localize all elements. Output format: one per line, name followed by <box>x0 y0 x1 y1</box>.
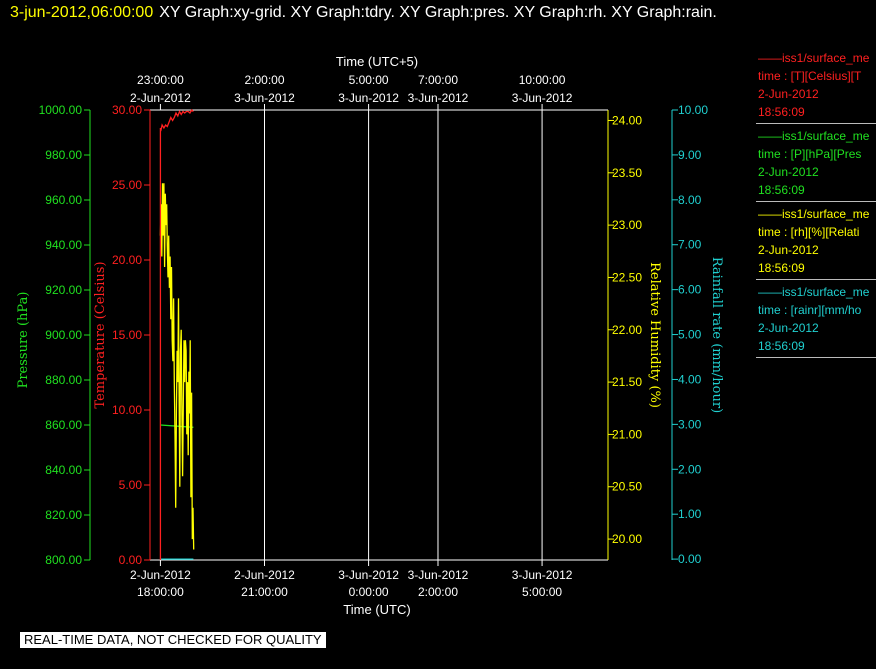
rain-tick-label: 4.00 <box>678 372 702 386</box>
rain-tick-label: 1.00 <box>678 507 702 521</box>
x-axis-label-top: Time (UTC+5) <box>336 54 418 69</box>
tdry-tick-label: 5.00 <box>119 478 143 492</box>
legend-entry-name: ——iss1/surface_me <box>758 285 870 299</box>
legend-entry-desc: time : [T][Celsius][T <box>758 69 862 83</box>
pres-tick-label: 1000.00 <box>39 103 83 117</box>
page-title-datetime: 3-jun-2012,06:00:00 <box>10 4 154 21</box>
x-tick-label-top-date: 2-Jun-2012 <box>130 91 191 105</box>
pres-tick-label: 860.00 <box>45 418 82 432</box>
rh-tick-label: 21.00 <box>612 427 642 441</box>
x-tick-label-date: 3-Jun-2012 <box>338 568 399 582</box>
x-tick-label-top-date: 3-Jun-2012 <box>234 91 295 105</box>
legend-entry-desc: time : [rh][%][Relati <box>758 225 860 239</box>
quality-disclaimer: REAL-TIME DATA, NOT CHECKED FOR QUALITY <box>20 632 326 648</box>
tdry-tick-label: 20.00 <box>112 253 142 267</box>
rain-tick-label: 2.00 <box>678 462 702 476</box>
x-tick-label-top-time: 5:00:00 <box>349 73 389 87</box>
legend-entry-date: 2-Jun-2012 <box>758 165 819 179</box>
legend-entry-name: ——iss1/surface_me <box>758 51 870 65</box>
rh-axis-title: Relative Humidity (%) <box>647 262 662 408</box>
legend-entry-desc: time : [rainr][mm/ho <box>758 303 862 317</box>
x-tick-label-time: 0:00:00 <box>349 585 389 599</box>
page-title-graphs: XY Graph:xy-grid. XY Graph:tdry. XY Grap… <box>159 4 717 21</box>
tdry-series-line <box>159 109 194 132</box>
tdry-tick-label: 30.00 <box>112 103 142 117</box>
legend: ——iss1/surface_me time : [T][Celsius][T … <box>756 46 876 358</box>
time-axes: 2-Jun-2012 18:00:00 2-Jun-2012 21:00:00 3-Ju… <box>130 54 573 617</box>
legend-entry-tdry[interactable]: ——iss1/surface_me time : [T][Celsius][T … <box>756 46 876 124</box>
rain-tick-label: 9.00 <box>678 148 702 162</box>
pres-tick-label: 800.00 <box>45 553 82 567</box>
pres-tick-label: 920.00 <box>45 283 82 297</box>
x-tick-label-date: 2-Jun-2012 <box>234 568 295 582</box>
x-tick-label-top-date: 3-Jun-2012 <box>408 91 469 105</box>
legend-entry-time: 18:56:09 <box>758 261 805 275</box>
plot-frame <box>150 109 608 561</box>
rain-tick-label: 5.00 <box>678 328 702 342</box>
rh-tick-label: 21.50 <box>612 375 642 389</box>
legend-entry-time: 18:56:09 <box>758 105 805 119</box>
x-tick-label-time: 21:00:00 <box>241 585 288 599</box>
gridlines <box>264 110 543 560</box>
right-axes: 20.00 20.50 21.00 21.50 22.00 22.50 23.00 23.50… <box>607 103 724 566</box>
tdry-tick-label: 0.00 <box>119 553 143 567</box>
legend-entry-time: 18:56:09 <box>758 183 805 197</box>
legend-entry-rain[interactable]: ——iss1/surface_me time : [rainr][mm/ho 2… <box>756 280 876 358</box>
x-tick-label-top-date: 3-Jun-2012 <box>338 91 399 105</box>
rh-series-line <box>159 183 195 550</box>
rain-tick-label: 6.00 <box>678 283 702 297</box>
left-axes: 800.00 820.00 840.00 860.00 880.00 900.00 920.… <box>16 103 151 567</box>
legend-entry-date: 2-Jun-2012 <box>758 321 819 335</box>
rain-tick-label: 0.00 <box>678 552 702 566</box>
rain-tick-label: 10.00 <box>678 103 708 117</box>
pres-tick-label: 820.00 <box>45 508 82 522</box>
x-tick-label-top-time: 2:00:00 <box>244 73 284 87</box>
legend-entry-rh[interactable]: ——iss1/surface_me time : [rh][%][Relati … <box>756 202 876 280</box>
pres-tick-label: 880.00 <box>45 373 82 387</box>
x-tick-label-date: 2-Jun-2012 <box>130 568 191 582</box>
pres-tick-label: 900.00 <box>45 328 82 342</box>
legend-entry-name: ——iss1/surface_me <box>758 207 870 221</box>
rh-tick-label: 23.00 <box>612 218 642 232</box>
tdry-tick-label: 25.00 <box>112 178 142 192</box>
x-tick-label-date: 3-Jun-2012 <box>408 568 469 582</box>
tdry-axis-title: Temperature (Celsius) <box>93 261 108 408</box>
series-layer <box>159 109 195 560</box>
rh-tick-label: 24.00 <box>612 113 642 127</box>
pres-tick-label: 940.00 <box>45 238 82 252</box>
pres-tick-label: 980.00 <box>45 148 82 162</box>
page-title: 3-jun-2012,06:00:00 XY Graph:xy-grid. XY … <box>10 4 717 22</box>
legend-entry-date: 2-Jun-2012 <box>758 243 819 257</box>
rain-axis-title: Rainfall rate (mm/hour) <box>709 257 724 413</box>
legend-entry-desc: time : [P][hPa][Pres <box>758 147 862 161</box>
x-tick-label-time: 18:00:00 <box>137 585 184 599</box>
x-tick-label-date: 3-Jun-2012 <box>512 568 573 582</box>
pres-axis-title: Pressure (hPa) <box>16 292 31 389</box>
rh-tick-label: 20.50 <box>612 480 642 494</box>
x-tick-label-top-date: 3-Jun-2012 <box>512 91 573 105</box>
x-axis-label-bottom: Time (UTC) <box>343 602 410 617</box>
x-tick-label-top-time: 23:00:00 <box>137 73 184 87</box>
rh-tick-label: 23.50 <box>612 166 642 180</box>
pres-tick-label: 840.00 <box>45 463 82 477</box>
x-tick-label-top-time: 7:00:00 <box>418 73 458 87</box>
x-tick-label-top-time: 10:00:00 <box>519 73 566 87</box>
pres-tick-label: 960.00 <box>45 193 82 207</box>
rh-tick-label: 22.00 <box>612 323 642 337</box>
x-tick-label-time: 5:00:00 <box>522 585 562 599</box>
tdry-tick-label: 15.00 <box>112 328 142 342</box>
rain-tick-label: 3.00 <box>678 417 702 431</box>
x-tick-label-time: 2:00:00 <box>418 585 458 599</box>
legend-entry-date: 2-Jun-2012 <box>758 87 819 101</box>
legend-entry-pres[interactable]: ——iss1/surface_me time : [P][hPa][Pres 2… <box>756 124 876 202</box>
rh-tick-label: 20.00 <box>612 532 642 546</box>
tdry-tick-label: 10.00 <box>112 403 142 417</box>
legend-entry-time: 18:56:09 <box>758 339 805 353</box>
legend-entry-name: ——iss1/surface_me <box>758 129 870 143</box>
rh-tick-label: 22.50 <box>612 270 642 284</box>
rain-tick-label: 8.00 <box>678 193 702 207</box>
rain-tick-label: 7.00 <box>678 238 702 252</box>
